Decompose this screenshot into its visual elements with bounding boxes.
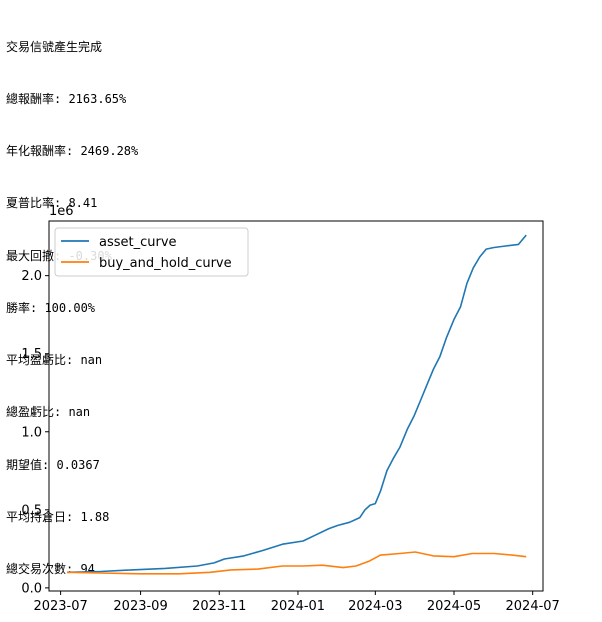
console-line: 平均持倉日: 1.88 xyxy=(6,509,110,524)
x-tick-label: 2024-01 xyxy=(271,599,325,614)
console-line: 年化報酬率: 2469.28% xyxy=(6,144,139,159)
legend-box xyxy=(54,227,249,277)
y-tick-label: 2.0 xyxy=(21,269,42,284)
console-line: 夏普比率: 8.41 xyxy=(6,196,98,211)
x-tick-label: 2023-11 xyxy=(192,599,246,614)
legend-label-buy-and-hold-curve: buy_and_hold_curve xyxy=(99,256,232,271)
series-line-asset-curve xyxy=(67,234,527,574)
legend-label-asset-curve: asset_curve xyxy=(99,235,177,250)
y-tick-label: 0.5 xyxy=(21,503,42,518)
console-line: 期望值: 0.0367 xyxy=(6,457,100,472)
console-line: 總報酬率: 2163.65% xyxy=(6,92,127,107)
x-tick-label: 2023-07 xyxy=(33,599,87,614)
x-tick-label: 2024-03 xyxy=(348,599,402,614)
console-line: 平均盈虧比: nan xyxy=(6,353,103,368)
y-tick-label: 0.0 xyxy=(21,581,42,596)
console-line: 總盈虧比: nan xyxy=(6,405,91,420)
console-line: 交易信號產生完成 xyxy=(6,39,103,54)
y-offset-label: 1e6 xyxy=(49,204,74,219)
console-line: 勝率: 100.00% xyxy=(6,300,96,315)
x-tick-label: 2023-09 xyxy=(113,599,167,614)
x-tick-label: 2024-07 xyxy=(506,599,560,614)
x-tick-label: 2024-05 xyxy=(427,599,481,614)
plot-frame xyxy=(48,220,544,592)
series-line-buy-and-hold-curve xyxy=(67,551,527,575)
y-tick-label: 1.5 xyxy=(21,347,42,362)
y-tick-label: 1.0 xyxy=(21,425,42,440)
